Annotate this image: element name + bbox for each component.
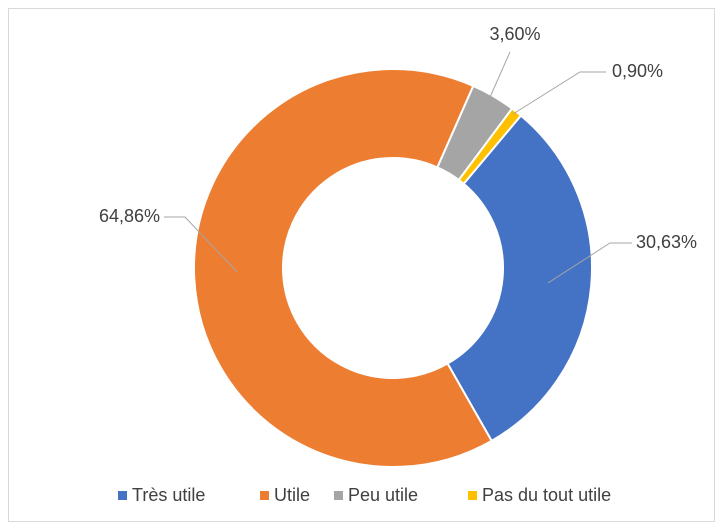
slice bbox=[446, 114, 593, 443]
leader-line bbox=[164, 216, 238, 273]
legend-label: Pas du tout utile bbox=[482, 485, 611, 505]
slice bbox=[457, 107, 523, 186]
data-label: 0,90% bbox=[612, 61, 663, 81]
legend-swatch bbox=[334, 491, 343, 500]
data-label: 30,63% bbox=[636, 232, 697, 252]
leader-line bbox=[512, 71, 606, 115]
slice bbox=[193, 68, 494, 468]
legend-label: Peu utile bbox=[348, 485, 418, 505]
legend-swatch bbox=[468, 491, 477, 500]
legend-label: Utile bbox=[274, 485, 310, 505]
data-label: 3,60% bbox=[489, 24, 540, 44]
data-label: 64,86% bbox=[99, 206, 160, 226]
legend-swatch bbox=[260, 491, 269, 500]
legend-swatch bbox=[118, 491, 127, 500]
legend-label: Très utile bbox=[132, 485, 205, 505]
leader-line bbox=[547, 242, 632, 284]
leader-line bbox=[486, 51, 511, 105]
